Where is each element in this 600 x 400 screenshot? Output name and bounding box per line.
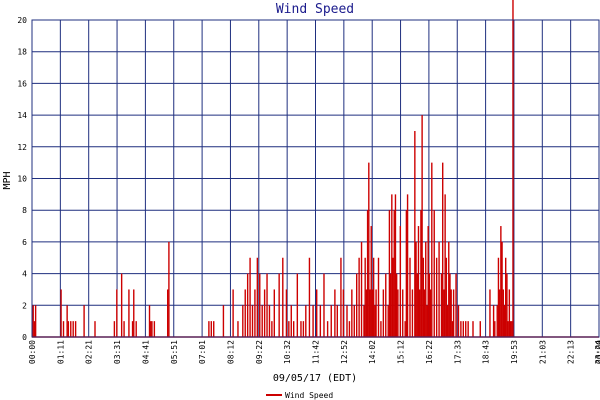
x-tick-label: 00:00 <box>28 340 37 364</box>
y-tick-label: 14 <box>17 111 27 120</box>
plot-border <box>31 19 600 338</box>
x-tick-label: 07:01 <box>198 340 207 364</box>
y-tick-label: 20 <box>17 16 27 25</box>
x-tick-label: 01:11 <box>56 340 65 364</box>
x-tick-label: 04:41 <box>141 340 150 364</box>
x-tick-label: 17:33 <box>453 340 462 364</box>
chart-title: Wind Speed <box>276 2 354 17</box>
x-axis-label: 09/05/17 (EDT) <box>273 373 357 384</box>
x-tick-label: 02:21 <box>85 340 94 364</box>
x-tick-label: 19:53 <box>510 340 519 364</box>
y-tick-label: 6 <box>22 238 27 247</box>
x-tick-label: 16:22 <box>425 340 434 364</box>
x-tick-label: 11:42 <box>312 340 321 364</box>
y-axis-label: MPH <box>2 171 13 189</box>
y-tick-label: 0 <box>22 333 27 342</box>
x-tick-label: 14:02 <box>368 340 377 364</box>
x-tick-label: 05:51 <box>170 340 179 364</box>
legend-label-wind-speed: Wind Speed <box>285 391 333 400</box>
x-tick-label: 21:03 <box>538 340 547 364</box>
bar-series-wind-speed <box>32 0 599 338</box>
x-tick-label: 12:52 <box>340 340 349 364</box>
x-tick-label: 15:12 <box>397 340 406 364</box>
x-tick-label: 03:31 <box>113 340 122 364</box>
y-tick-label: 18 <box>17 48 27 57</box>
x-tick-label: 00:00 <box>595 340 600 364</box>
y-tick-label: 12 <box>17 143 27 152</box>
y-tick-label: 2 <box>22 301 27 310</box>
chart-legend: Wind Speed <box>266 391 333 400</box>
y-tick-label: 8 <box>22 206 27 215</box>
x-tick-label: 09:22 <box>255 340 264 364</box>
x-tick-label: 08:12 <box>226 340 235 364</box>
x-axis-ticks: 00:00 01:11 02:21 03:31 04:41 05:51 07:01 08:12… <box>28 340 600 364</box>
x-tick-label: 10:32 <box>283 340 292 364</box>
x-tick-label: 22:13 <box>567 340 576 364</box>
x-tick-label: 23:24 <box>594 340 600 364</box>
plot-frame <box>31 19 600 338</box>
y-axis-ticks: 0 2 4 6 8 10 12 14 16 18 20 <box>17 16 27 342</box>
y-tick-label: 16 <box>17 79 27 88</box>
x-tick-label: 18:43 <box>482 340 491 364</box>
y-tick-label: 10 <box>17 175 27 184</box>
y-tick-label: 4 <box>22 270 27 279</box>
